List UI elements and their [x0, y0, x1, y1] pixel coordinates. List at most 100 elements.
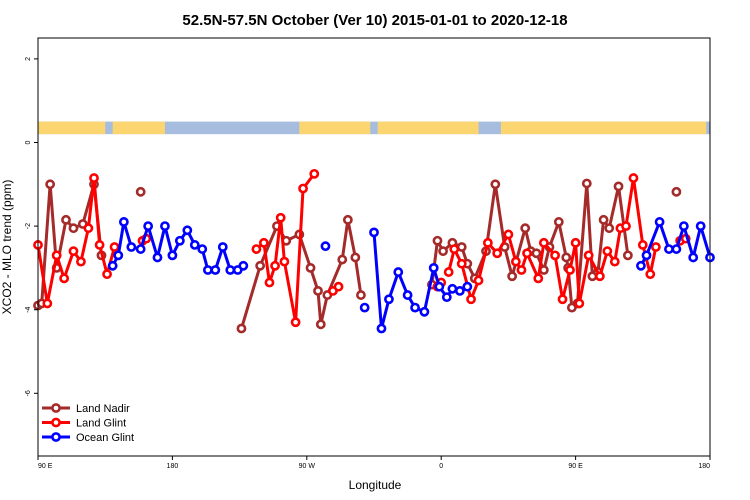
data-point [574, 298, 585, 309]
data-point [570, 237, 581, 248]
data-point [688, 252, 699, 263]
data-point [109, 242, 120, 252]
data-point [210, 265, 221, 275]
data-point [315, 319, 326, 330]
legend-marker [51, 403, 61, 413]
data-point [135, 186, 146, 197]
data-point [309, 168, 320, 179]
data-point [143, 221, 154, 231]
y-tick-label: -4 [25, 306, 32, 312]
map-land [500, 121, 707, 135]
data-point [369, 227, 379, 238]
data-point [695, 221, 706, 231]
data-point [313, 285, 323, 296]
data-point [320, 241, 331, 252]
data-point [68, 246, 79, 257]
data-point [602, 246, 613, 257]
data-point [126, 242, 137, 252]
data-point [182, 225, 193, 236]
data-point [305, 262, 316, 273]
y-tick-label: -6 [25, 390, 32, 396]
data-point [275, 212, 286, 223]
data-point [594, 271, 605, 282]
map-land [299, 121, 371, 135]
data-point [393, 267, 404, 277]
data-point [581, 178, 592, 189]
data-point [628, 173, 639, 183]
data-point [441, 292, 452, 303]
data-point [671, 186, 682, 197]
data-point [637, 240, 648, 250]
data-point [553, 217, 564, 227]
data-point [641, 250, 652, 261]
data-point [645, 269, 656, 280]
data-point [650, 242, 661, 252]
data-point [68, 223, 79, 234]
data-point [609, 256, 620, 267]
data-point [236, 323, 247, 334]
x-axis-label: Longitude [349, 478, 402, 492]
data-point [42, 298, 53, 309]
y-axis: 2 0 -2 -4 -6 [25, 57, 38, 396]
data-point [152, 252, 163, 263]
map-strip [38, 121, 710, 135]
data-point [522, 248, 532, 259]
data-point [61, 214, 71, 225]
data-point [333, 281, 344, 292]
data-point [350, 252, 361, 263]
data-point [376, 323, 387, 334]
x-tick-label: 0 [439, 463, 443, 470]
data-point [664, 244, 674, 254]
data-point [443, 267, 454, 277]
data-point [598, 214, 609, 225]
data-point [456, 258, 467, 269]
data-point [270, 260, 280, 271]
data-point [264, 277, 275, 288]
y-tick-label: 0 [25, 140, 32, 144]
data-point [447, 283, 458, 294]
series-land-nadir [33, 178, 682, 334]
data-point [454, 285, 465, 296]
data-point [337, 254, 348, 265]
data-point [356, 290, 366, 300]
legend: Land Nadir Land Glint Ocean Glint [42, 403, 134, 444]
data-point [410, 302, 420, 313]
data-point [492, 248, 503, 259]
data-point [113, 250, 124, 261]
data-point [636, 260, 646, 271]
legend-marker [51, 417, 61, 428]
data-point [507, 271, 518, 282]
data-point [59, 273, 70, 284]
data-point [118, 217, 129, 227]
data-point [654, 217, 665, 227]
data-point [135, 244, 146, 254]
data-point [438, 246, 448, 257]
data-point [189, 240, 200, 250]
data-point [473, 275, 484, 286]
data-point [342, 214, 353, 225]
data-point [419, 306, 430, 317]
data-point [258, 237, 269, 248]
data-point [432, 235, 443, 246]
data-point [174, 235, 185, 246]
data-point [482, 237, 493, 248]
data-point [621, 221, 631, 231]
data-point [160, 221, 170, 231]
map-land [38, 121, 106, 135]
data-point [466, 294, 476, 305]
data-point [678, 221, 689, 231]
data-point [462, 281, 473, 292]
data-point [94, 240, 105, 250]
legend-label: Ocean Glint [76, 432, 134, 444]
legend-label: Land Nadir [76, 403, 130, 415]
data-point [671, 244, 682, 254]
chart-title: 52.5N-57.5N October (Ver 10) 2015-01-01 … [182, 12, 567, 29]
data-point [516, 265, 527, 275]
data-point [520, 223, 531, 234]
x-tick-label: 90 E [568, 463, 583, 470]
data-point [622, 250, 633, 261]
data-point [107, 260, 118, 271]
map-land [112, 121, 165, 135]
data-point [613, 181, 624, 192]
data-point [533, 273, 544, 284]
